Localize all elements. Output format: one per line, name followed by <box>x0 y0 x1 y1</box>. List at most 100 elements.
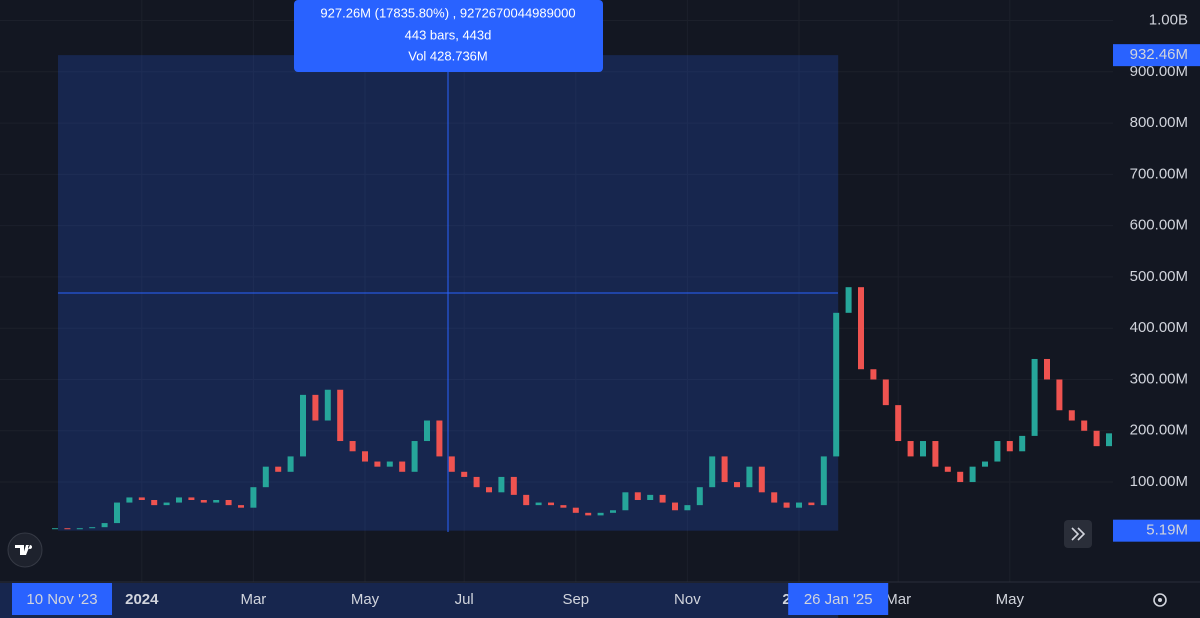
candle <box>89 527 96 529</box>
candle <box>758 466 765 493</box>
candles <box>52 287 1112 530</box>
candle <box>597 512 604 516</box>
candle <box>858 287 864 370</box>
candle <box>535 502 542 506</box>
candle <box>870 369 877 380</box>
y-tick-label: 700.00M <box>1130 165 1188 182</box>
candle <box>684 505 691 511</box>
y-tick-label: 100.00M <box>1130 473 1188 490</box>
candle <box>895 405 902 442</box>
candle <box>1093 430 1100 447</box>
candle <box>783 502 790 508</box>
candle <box>275 466 282 472</box>
candle <box>386 461 393 467</box>
scroll-button[interactable] <box>1064 520 1092 548</box>
candle <box>994 441 1001 462</box>
candle <box>64 528 71 530</box>
y-tick-label: 300.00M <box>1130 370 1188 387</box>
time-axis-range <box>0 583 839 618</box>
candle <box>672 502 678 511</box>
candle <box>1006 441 1013 452</box>
candle <box>1031 358 1038 436</box>
candle <box>907 441 914 457</box>
candle <box>138 497 145 500</box>
tooltip-line: 927.26M (17835.80%) , 9272670044989000 <box>320 5 575 20</box>
measure-tooltip: 927.26M (17835.80%) , 9272670044989000 4… <box>294 0 603 72</box>
x-tick-label: May <box>996 591 1025 608</box>
candle <box>411 441 418 472</box>
x-tick-label: Nov <box>674 591 701 608</box>
candle <box>659 494 666 503</box>
candle <box>213 500 220 503</box>
candle <box>696 487 703 506</box>
settings-icon[interactable] <box>1153 593 1167 607</box>
candle <box>374 461 381 467</box>
candle <box>238 505 244 508</box>
candle <box>498 476 505 493</box>
candle <box>721 456 728 483</box>
price-marker: 932.46M <box>1130 46 1188 63</box>
candle <box>560 505 567 508</box>
tooltip-line: Vol 428.736M <box>408 48 488 63</box>
x-tick-label: 2024 <box>125 591 159 608</box>
candle <box>944 466 951 472</box>
x-tick-label: May <box>351 591 380 608</box>
candle <box>734 482 740 488</box>
price-marker: 5.19M <box>1146 522 1188 539</box>
candle <box>548 502 554 506</box>
candle <box>771 492 778 503</box>
candle <box>746 466 753 488</box>
x-tick-label: Sep <box>562 591 589 608</box>
candle <box>151 500 158 506</box>
y-tick-label: 600.00M <box>1130 217 1188 234</box>
candle <box>473 476 480 488</box>
candle <box>1068 410 1075 421</box>
candle <box>585 512 592 516</box>
candle <box>1106 433 1112 447</box>
candle <box>324 389 331 421</box>
x-tick-label: Mar <box>885 591 911 608</box>
candle <box>808 502 815 506</box>
scroll-icon <box>1071 527 1086 541</box>
candle <box>176 497 182 503</box>
candle <box>820 456 827 506</box>
candle <box>833 312 840 457</box>
candle <box>845 287 852 313</box>
price-marker-box <box>1113 519 1200 542</box>
candle <box>523 494 530 506</box>
tooltip-box <box>294 0 603 72</box>
candle <box>486 487 492 493</box>
candle <box>262 466 269 488</box>
candle <box>1081 420 1088 431</box>
candle <box>622 492 629 511</box>
price-marker-box <box>1113 44 1200 67</box>
date-marker-box <box>788 583 889 615</box>
logo[interactable] <box>7 532 43 568</box>
candle <box>76 528 83 530</box>
date-marker: 26 Jan '25 <box>804 591 873 608</box>
candle <box>647 494 654 500</box>
candle <box>101 523 108 528</box>
candle <box>163 502 170 506</box>
logo-glyph <box>15 545 33 555</box>
candle <box>225 500 232 506</box>
candle <box>572 507 579 513</box>
candle <box>920 441 926 457</box>
tooltip-line: 443 bars, 443d <box>405 27 492 42</box>
candle <box>287 456 294 472</box>
x-tick-label: Jul <box>455 591 474 608</box>
axes: 100.00M 200.00M 300.00M 400.00M 500.00M 600.0… <box>12 11 1200 615</box>
settings-button[interactable] <box>1153 593 1167 607</box>
candle <box>932 441 939 467</box>
candle <box>882 379 889 406</box>
candle <box>461 471 468 477</box>
candle <box>362 451 368 462</box>
candle <box>969 466 976 483</box>
y-tick-label: 400.00M <box>1130 319 1188 336</box>
candle <box>610 510 616 513</box>
candle <box>399 461 406 472</box>
candle <box>1056 379 1063 411</box>
candle <box>957 471 964 483</box>
candle <box>126 497 133 503</box>
candle <box>188 497 195 500</box>
